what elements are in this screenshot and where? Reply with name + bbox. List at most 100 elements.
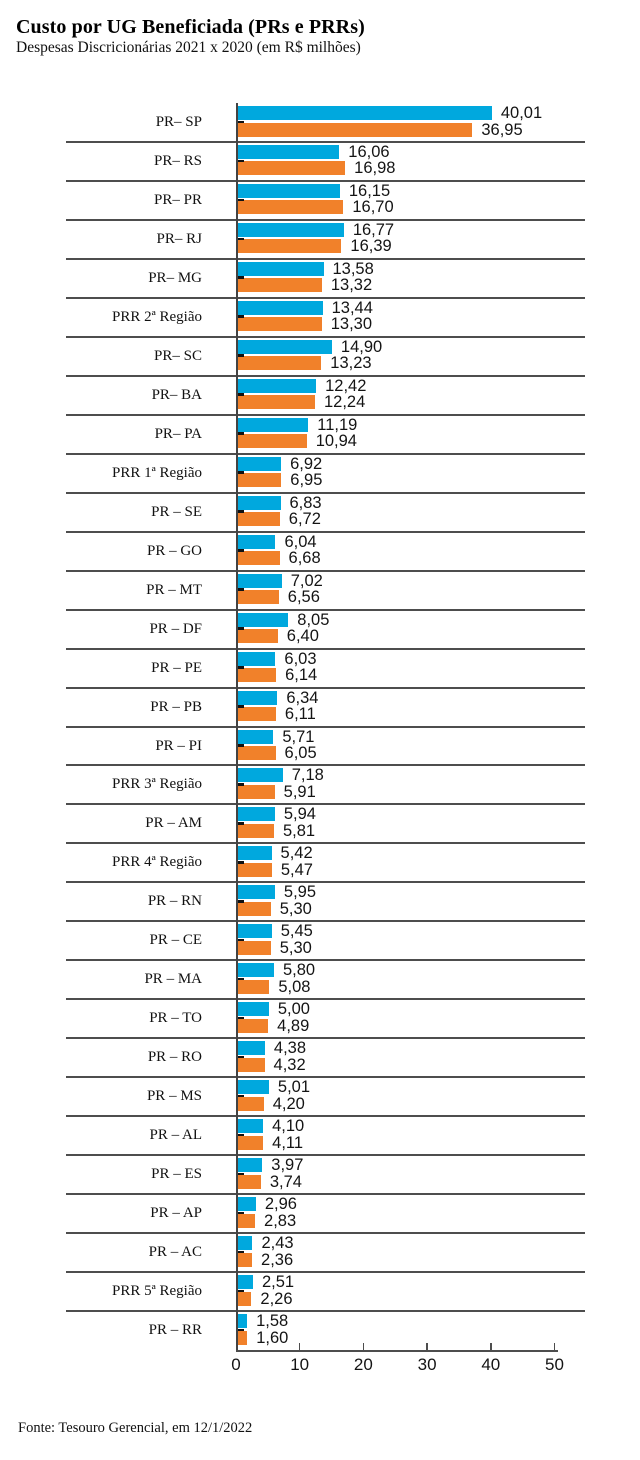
value-label-2020: 6,40 <box>286 627 319 646</box>
category-label: PR– RS <box>154 152 202 169</box>
value-label-2021: 40,01 <box>500 104 543 122</box>
row-separator <box>66 881 585 884</box>
row-separator <box>66 725 585 728</box>
bar-2020 <box>237 1330 248 1345</box>
value-label-2021: 7,18 <box>291 766 324 785</box>
category-tick-mark <box>236 1211 244 1215</box>
row-separator <box>66 140 585 143</box>
x-axis-line <box>236 1350 558 1353</box>
bar-2021 <box>237 807 275 822</box>
category-label: PR – RO <box>147 1049 202 1066</box>
value-label-2020: 6,14 <box>285 666 318 685</box>
row-separator <box>66 686 585 689</box>
bar-2020 <box>237 434 307 449</box>
category-tick-mark <box>236 1055 244 1059</box>
value-label-2021: 4,10 <box>272 1117 305 1136</box>
bar-2021 <box>237 1275 253 1290</box>
category-label: PR – DF <box>149 620 202 637</box>
bar-2020 <box>237 1252 253 1267</box>
value-label-2021: 5,71 <box>282 727 315 746</box>
category-label: PRR 2ª Região <box>112 308 202 325</box>
bar-2020 <box>237 473 282 488</box>
value-label-2020: 3,74 <box>269 1172 302 1191</box>
bar-2020 <box>237 862 272 877</box>
category-label: PR – SE <box>151 503 202 520</box>
category-tick-mark <box>236 1016 244 1020</box>
bar-2020 <box>237 901 271 916</box>
value-label-2021: 6,92 <box>290 454 323 473</box>
bar-2021 <box>237 339 332 354</box>
bar-2020 <box>237 1213 256 1228</box>
bar-2021 <box>237 1236 253 1251</box>
category-tick-mark <box>236 1289 244 1293</box>
value-label-2021: 5,01 <box>277 1078 311 1097</box>
category-label: PR – PE <box>151 659 202 676</box>
category-tick-mark <box>236 705 244 708</box>
bar-2021 <box>237 222 344 237</box>
category-tick-mark <box>236 432 244 435</box>
category-label: PR – MT <box>146 581 202 598</box>
row-separator <box>66 1115 585 1118</box>
category-label: PRR 5ª Região <box>112 1283 202 1300</box>
bar-2021 <box>237 651 276 666</box>
category-tick-mark <box>236 276 244 279</box>
x-axis-tick <box>490 1343 492 1351</box>
bar-2021 <box>237 417 309 432</box>
bar-2021 <box>237 495 281 510</box>
value-label-2020: 4,11 <box>272 1133 304 1152</box>
row-separator <box>66 764 585 767</box>
value-label-2021: 2,51 <box>261 1273 295 1292</box>
value-label-2021: 14,90 <box>340 337 383 356</box>
bar-2020 <box>237 590 279 605</box>
category-tick-mark <box>236 938 244 942</box>
bar-2021 <box>237 144 340 159</box>
row-separator <box>66 218 585 221</box>
bar-2020 <box>237 278 322 293</box>
value-label-2020: 2,36 <box>261 1250 294 1269</box>
value-label-2020: 6,68 <box>288 549 321 568</box>
value-label-2020: 16,98 <box>354 159 396 178</box>
row-separator <box>66 257 585 260</box>
bar-2020 <box>237 940 271 955</box>
value-label-2021: 4,38 <box>273 1039 307 1058</box>
value-label-2020: 13,23 <box>330 354 372 373</box>
category-tick-mark <box>236 627 244 630</box>
row-separator <box>66 1076 585 1079</box>
value-label-2021: 8,05 <box>297 610 330 629</box>
value-label-2020: 6,95 <box>290 471 323 490</box>
row-separator <box>66 920 585 923</box>
bar-2020 <box>237 200 344 215</box>
value-label-2020: 2,26 <box>260 1289 293 1308</box>
value-label-2021: 5,80 <box>282 961 316 980</box>
value-label-2021: 7,02 <box>290 571 323 590</box>
bar-2021 <box>237 1197 256 1212</box>
bar-2021 <box>237 729 274 744</box>
category-label: PR– SP <box>155 114 202 130</box>
x-axis-tick-label: 10 <box>290 1355 310 1375</box>
value-label-2020: 1,60 <box>256 1328 289 1347</box>
value-label-2021: 6,03 <box>284 649 317 668</box>
value-label-2020: 5,08 <box>278 977 311 996</box>
value-label-2020: 4,32 <box>273 1055 306 1074</box>
bar-2021 <box>237 261 324 276</box>
bar-2020 <box>237 551 280 566</box>
row-separator <box>66 335 585 338</box>
bar-2021 <box>237 690 278 705</box>
bar-2020 <box>237 1291 252 1306</box>
category-tick-mark <box>236 822 244 825</box>
row-separator <box>66 1154 585 1157</box>
bar-2021 <box>237 846 272 861</box>
category-tick-mark <box>236 783 244 786</box>
source-note: Fonte: Tesouro Gerencial, em 12/1/2022 <box>18 1420 253 1436</box>
category-tick-mark <box>236 588 244 591</box>
value-label-2020: 12,24 <box>323 393 366 412</box>
category-label: PRR 4ª Região <box>112 854 202 871</box>
bar-2021 <box>237 612 289 627</box>
row-separator <box>66 179 585 182</box>
page-title: Custo por UG Beneficiada (PRs e PRRs) <box>16 16 365 38</box>
value-label-2021: 5,45 <box>280 922 313 941</box>
category-tick-mark <box>236 471 244 474</box>
bar-2021 <box>237 1080 269 1095</box>
bar-2021 <box>237 106 492 120</box>
